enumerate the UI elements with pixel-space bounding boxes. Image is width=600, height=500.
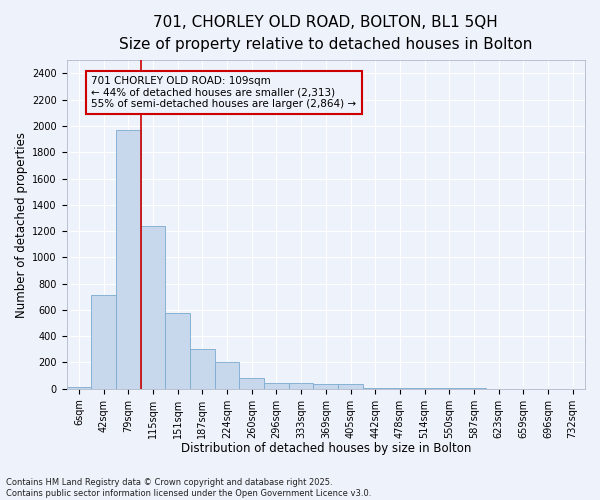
Bar [67,387,91,388]
Bar [190,350,215,389]
Bar [116,130,140,388]
Bar [166,312,190,388]
Title: 701, CHORLEY OLD ROAD, BOLTON, BL1 5QH
Size of property relative to detached hou: 701, CHORLEY OLD ROAD, BOLTON, BL1 5QH S… [119,15,533,52]
Bar [313,384,338,388]
Bar [140,226,166,388]
Text: Contains HM Land Registry data © Crown copyright and database right 2025.
Contai: Contains HM Land Registry data © Crown c… [6,478,371,498]
Y-axis label: Number of detached properties: Number of detached properties [15,132,28,318]
Bar [215,362,239,388]
Bar [338,384,363,388]
Bar [239,378,264,388]
Bar [91,295,116,388]
X-axis label: Distribution of detached houses by size in Bolton: Distribution of detached houses by size … [181,442,471,455]
Bar [264,384,289,388]
Text: 701 CHORLEY OLD ROAD: 109sqm
← 44% of detached houses are smaller (2,313)
55% of: 701 CHORLEY OLD ROAD: 109sqm ← 44% of de… [91,76,356,110]
Bar [289,384,313,388]
